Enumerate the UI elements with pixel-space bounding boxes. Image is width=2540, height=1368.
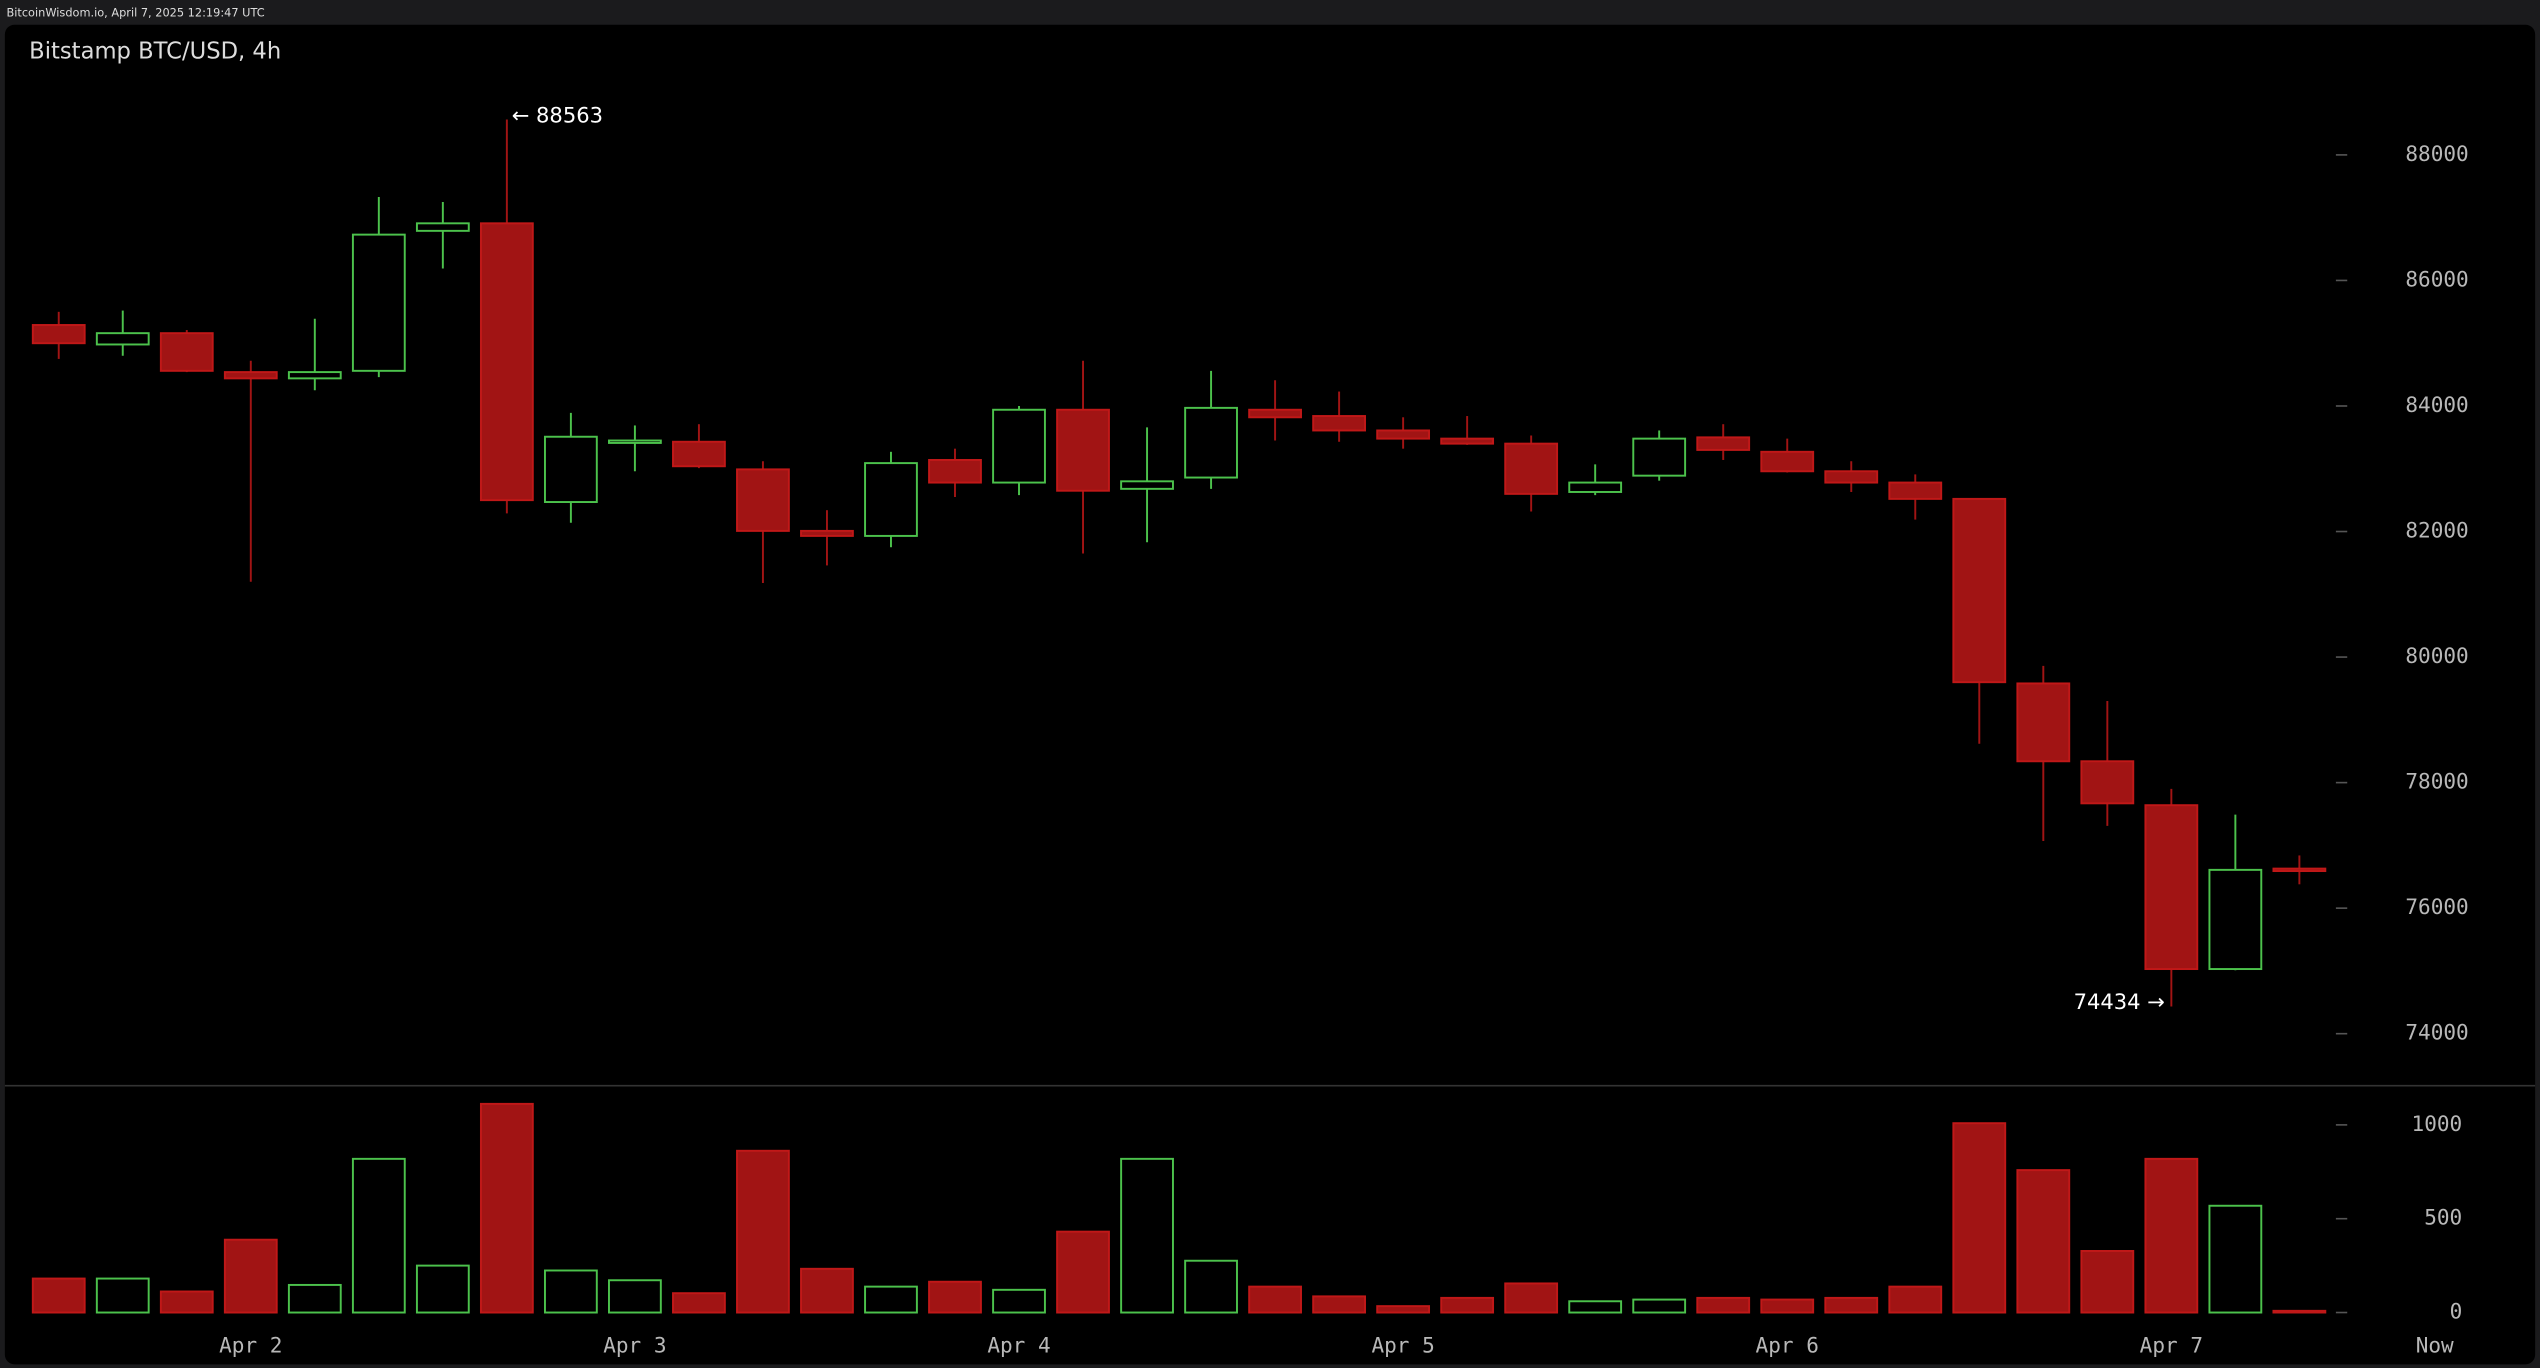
volume-bar: [928, 1280, 982, 1314]
candle-body: [608, 439, 662, 444]
volume-bar: [1888, 1285, 1943, 1314]
x-tick-label: Apr 4: [987, 1333, 1050, 1358]
volume-bar: [1184, 1259, 1238, 1314]
volume-bar: [415, 1264, 470, 1314]
volume-tick-label: 0: [2450, 1299, 2463, 1324]
volume-bar: [1760, 1298, 1815, 1314]
candle-body: [1248, 408, 1302, 419]
y-tick-label: 82000: [2405, 518, 2468, 543]
y-tick-label: 84000: [2405, 392, 2468, 417]
volume-bar: [351, 1157, 406, 1314]
volume-bar: [479, 1102, 534, 1314]
volume-bar: [1440, 1296, 1495, 1314]
candle-body: [1760, 450, 1815, 473]
candle-body: [1696, 436, 1751, 451]
candle-body: [1440, 437, 1495, 445]
volume-tick-label: 500: [2424, 1205, 2462, 1230]
candle-body: [95, 332, 150, 346]
volume-bar: [1568, 1300, 1623, 1314]
header: BitcoinWisdom.io, April 7, 2025 12:19:47…: [6, 5, 264, 19]
volume-bar: [95, 1277, 150, 1314]
candle-body: [1504, 442, 1559, 495]
candle-body: [2272, 867, 2327, 873]
candle-body: [1184, 406, 1238, 479]
candle-body: [415, 222, 470, 232]
x-tick-label: Apr 2: [219, 1333, 282, 1358]
candle-body: [1824, 470, 1879, 484]
chart-title: Bitstamp BTC/USD, 4h: [29, 39, 281, 65]
volume-bar: [992, 1288, 1046, 1314]
candle-body: [287, 371, 342, 380]
candle-body: [223, 371, 278, 380]
candle-body: [1376, 429, 1431, 440]
volume-bar: [1248, 1285, 1302, 1314]
candle-body: [864, 462, 918, 537]
annotation: 74434 →: [2074, 989, 2165, 1014]
volume-bar: [543, 1269, 598, 1314]
candle-body: [1888, 481, 1943, 500]
y-tick-label: 86000: [2405, 266, 2468, 291]
annotation: ← 88563: [512, 102, 603, 127]
candle-body: [1952, 497, 2007, 684]
candle-body: [672, 440, 726, 468]
x-tick-label: Apr 6: [1756, 1333, 1819, 1358]
volume-bar: [2080, 1250, 2135, 1314]
y-tick-label: 78000: [2405, 769, 2468, 794]
volume-bar: [2208, 1204, 2263, 1314]
volume-bar: [159, 1290, 214, 1314]
volume-bar: [800, 1267, 854, 1314]
candle-body: [2208, 868, 2263, 971]
candle-body: [800, 529, 854, 537]
x-end-label: Now: [2416, 1333, 2454, 1358]
candle-body: [736, 468, 790, 532]
volume-bar: [672, 1292, 726, 1314]
candle-body: [543, 435, 598, 503]
volume-bar: [223, 1238, 278, 1314]
volume-tick-label: 1000: [2412, 1111, 2463, 1136]
candle-body: [992, 408, 1046, 484]
panel: [4, 24, 2536, 1365]
y-tick-label: 76000: [2405, 894, 2468, 919]
candle-body: [1632, 437, 1687, 477]
candle-body: [2080, 760, 2135, 805]
candle-body: [2016, 682, 2071, 763]
x-tick-label: Apr 5: [1371, 1333, 1434, 1358]
candle-body: [928, 458, 982, 484]
volume-bar: [1504, 1282, 1559, 1314]
candle-body: [2144, 804, 2199, 971]
volume-bar: [2144, 1157, 2199, 1314]
volume-bar: [1696, 1296, 1751, 1314]
candle-body: [1120, 480, 1174, 490]
volume-bar: [1120, 1157, 1174, 1314]
volume-bar: [1632, 1298, 1687, 1314]
volume-bar: [2272, 1309, 2327, 1314]
candle-body: [479, 222, 534, 502]
volume-bar: [2016, 1169, 2071, 1314]
candle-body: [31, 324, 86, 345]
volume-bar: [287, 1283, 342, 1314]
volume-bar: [1376, 1305, 1431, 1314]
x-tick-label: Apr 7: [2140, 1333, 2203, 1358]
volume-bar: [31, 1277, 86, 1314]
candle-body: [351, 233, 406, 372]
x-tick-label: Apr 3: [603, 1333, 666, 1358]
volume-bar: [1312, 1295, 1366, 1314]
volume-bar: [1056, 1230, 1110, 1314]
candle-body: [159, 332, 214, 372]
y-tick-label: 88000: [2405, 141, 2468, 166]
y-tick-label: 74000: [2405, 1020, 2468, 1045]
candle-body: [1312, 415, 1366, 432]
volume-bar: [736, 1149, 790, 1314]
volume-bar: [1824, 1296, 1879, 1314]
volume-bar: [608, 1279, 662, 1314]
volume-bar: [864, 1285, 918, 1314]
volume-bar: [1952, 1122, 2007, 1314]
y-tick-label: 80000: [2405, 643, 2468, 668]
candle-body: [1568, 481, 1623, 493]
candle-body: [1056, 408, 1110, 492]
